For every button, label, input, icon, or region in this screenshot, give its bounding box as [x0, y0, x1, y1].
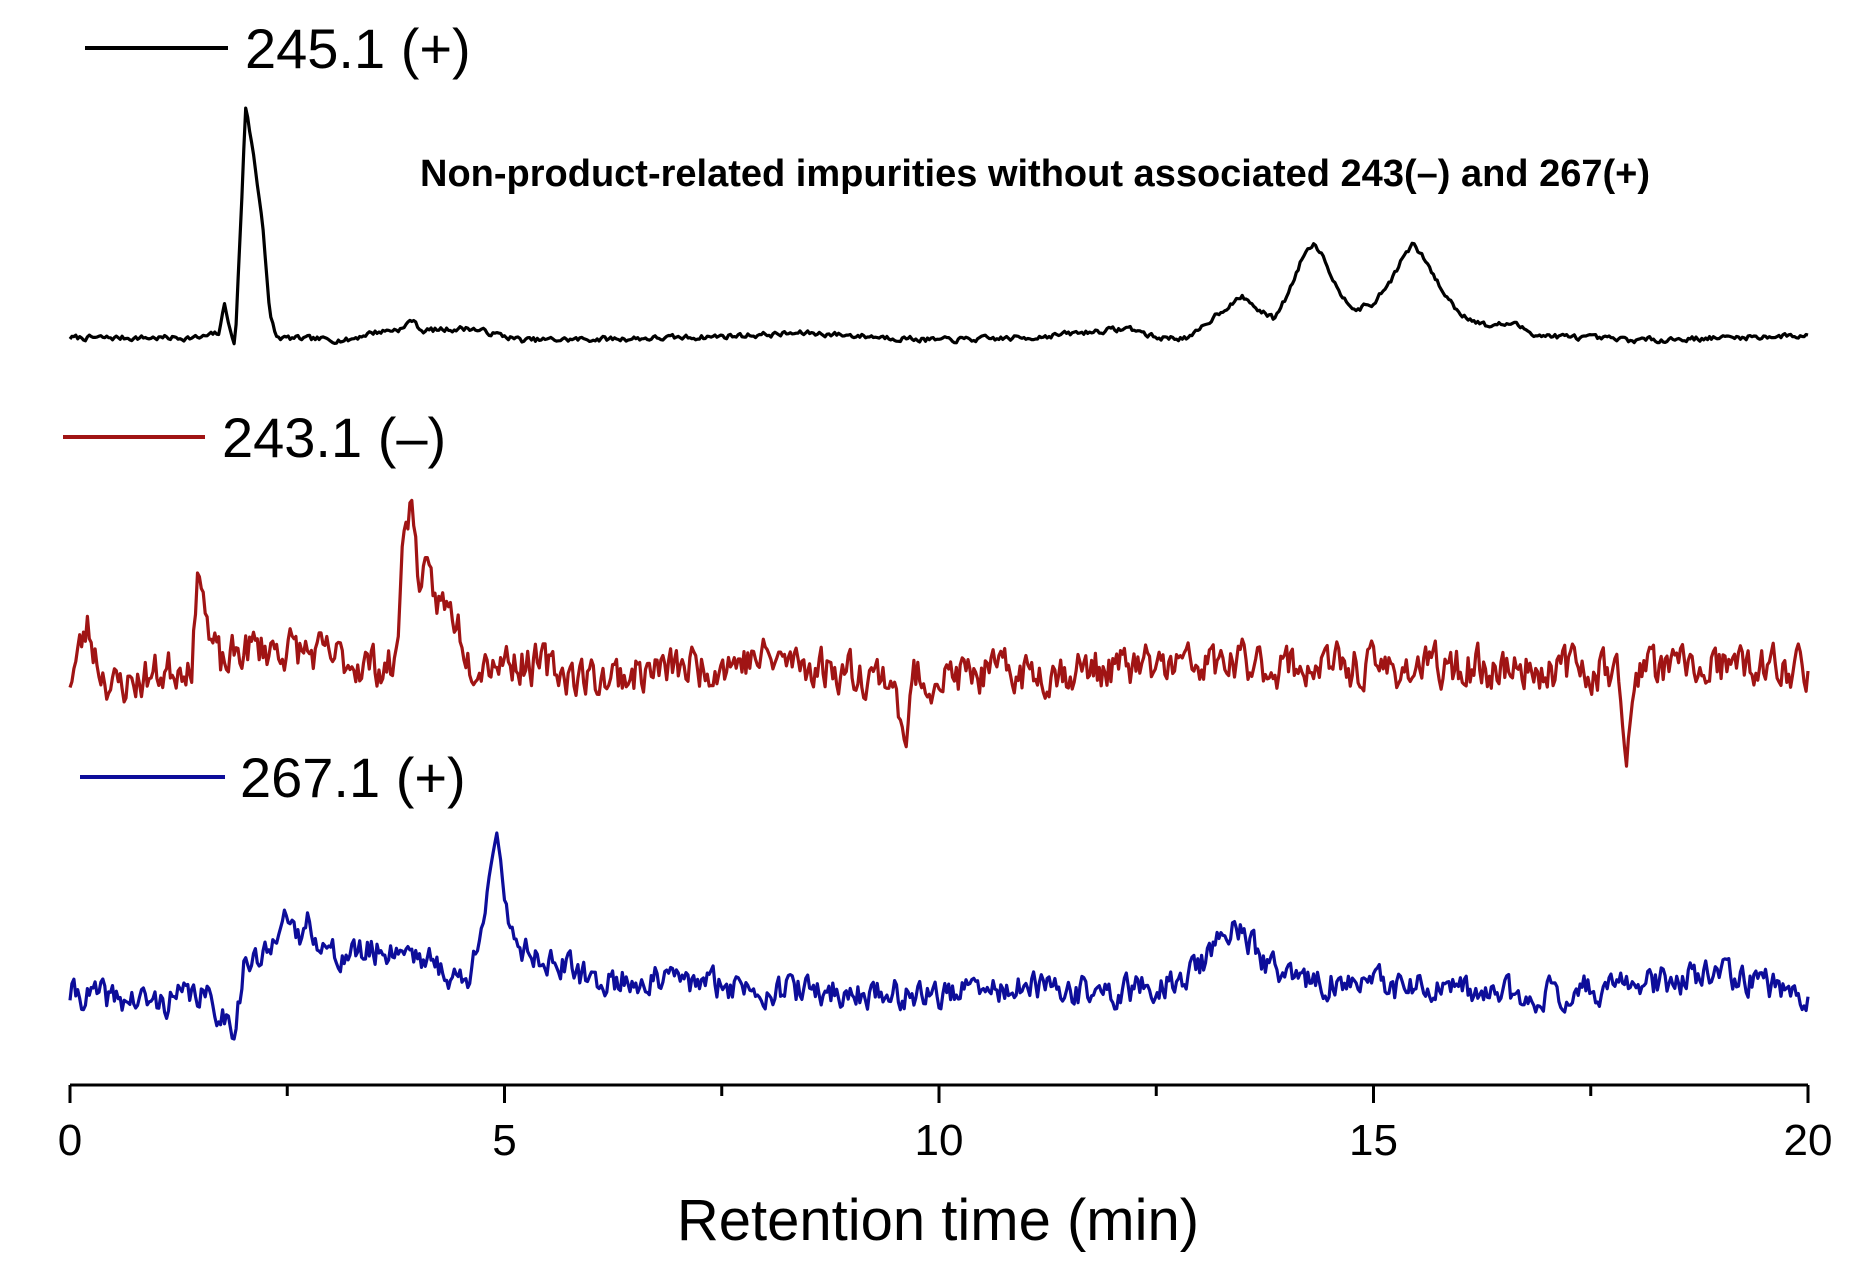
legend: 245.1 (+) 243.1 (–) 267.1 (+) — [63, 17, 471, 809]
x-tick-label: 5 — [492, 1116, 516, 1165]
series-line-3 — [68, 831, 1810, 1041]
x-tick-label: 15 — [1349, 1116, 1398, 1165]
x-axis: 0 5 10 15 20 — [58, 1083, 1833, 1165]
legend-label-1: 245.1 (+) — [245, 17, 471, 80]
series-line-2 — [68, 498, 1810, 768]
traces-group — [68, 106, 1810, 1041]
x-tick-label: 0 — [58, 1116, 82, 1165]
x-tick-label: 20 — [1784, 1116, 1833, 1165]
x-tick-label: 10 — [915, 1116, 964, 1165]
series-line-1 — [68, 106, 1809, 346]
legend-label-3: 267.1 (+) — [240, 746, 466, 809]
legend-label-2: 243.1 (–) — [222, 406, 446, 469]
x-axis-title: Retention time (min) — [677, 1188, 1199, 1253]
annotation-text: Non-product-related impurities without a… — [420, 153, 1650, 195]
